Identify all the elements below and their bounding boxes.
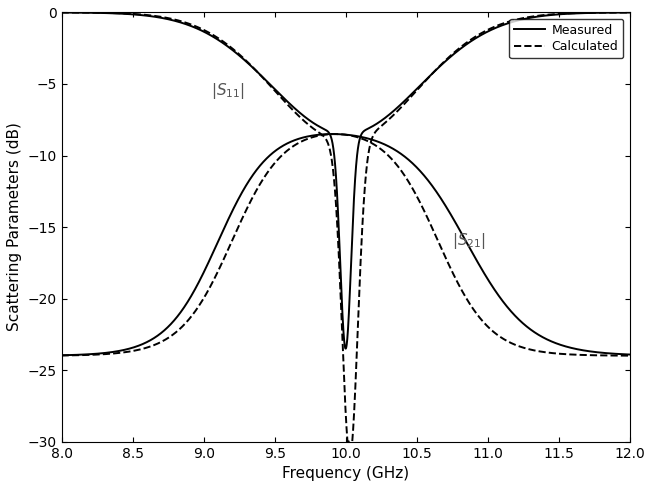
Measured — [327, 136, 335, 142]
Text: $|S_{11}|$: $|S_{11}|$ — [211, 81, 244, 101]
Line: Calculated: Calculated — [61, 13, 630, 442]
Calculated — [297, 115, 304, 121]
Measured — [342, 346, 349, 351]
Calculated — [608, 10, 616, 16]
Calculated — [344, 439, 351, 445]
Calculated — [471, 34, 479, 40]
Calculated — [626, 10, 634, 16]
Legend: Measured, Calculated: Measured, Calculated — [509, 19, 623, 59]
Measured — [608, 10, 616, 16]
X-axis label: Frequency (GHz): Frequency (GHz) — [282, 466, 409, 481]
Measured — [57, 10, 65, 16]
Calculated — [301, 119, 308, 124]
Calculated — [327, 155, 335, 161]
Measured — [471, 36, 479, 42]
Text: $|S_{21}|$: $|S_{21}|$ — [452, 231, 486, 251]
Y-axis label: Scattering Parameters (dB): Scattering Parameters (dB) — [7, 122, 22, 331]
Calculated — [580, 10, 588, 16]
Measured — [580, 10, 588, 16]
Calculated — [57, 10, 65, 16]
Line: Measured: Measured — [61, 13, 630, 348]
Measured — [301, 114, 308, 120]
Measured — [626, 10, 634, 16]
Measured — [297, 110, 304, 116]
